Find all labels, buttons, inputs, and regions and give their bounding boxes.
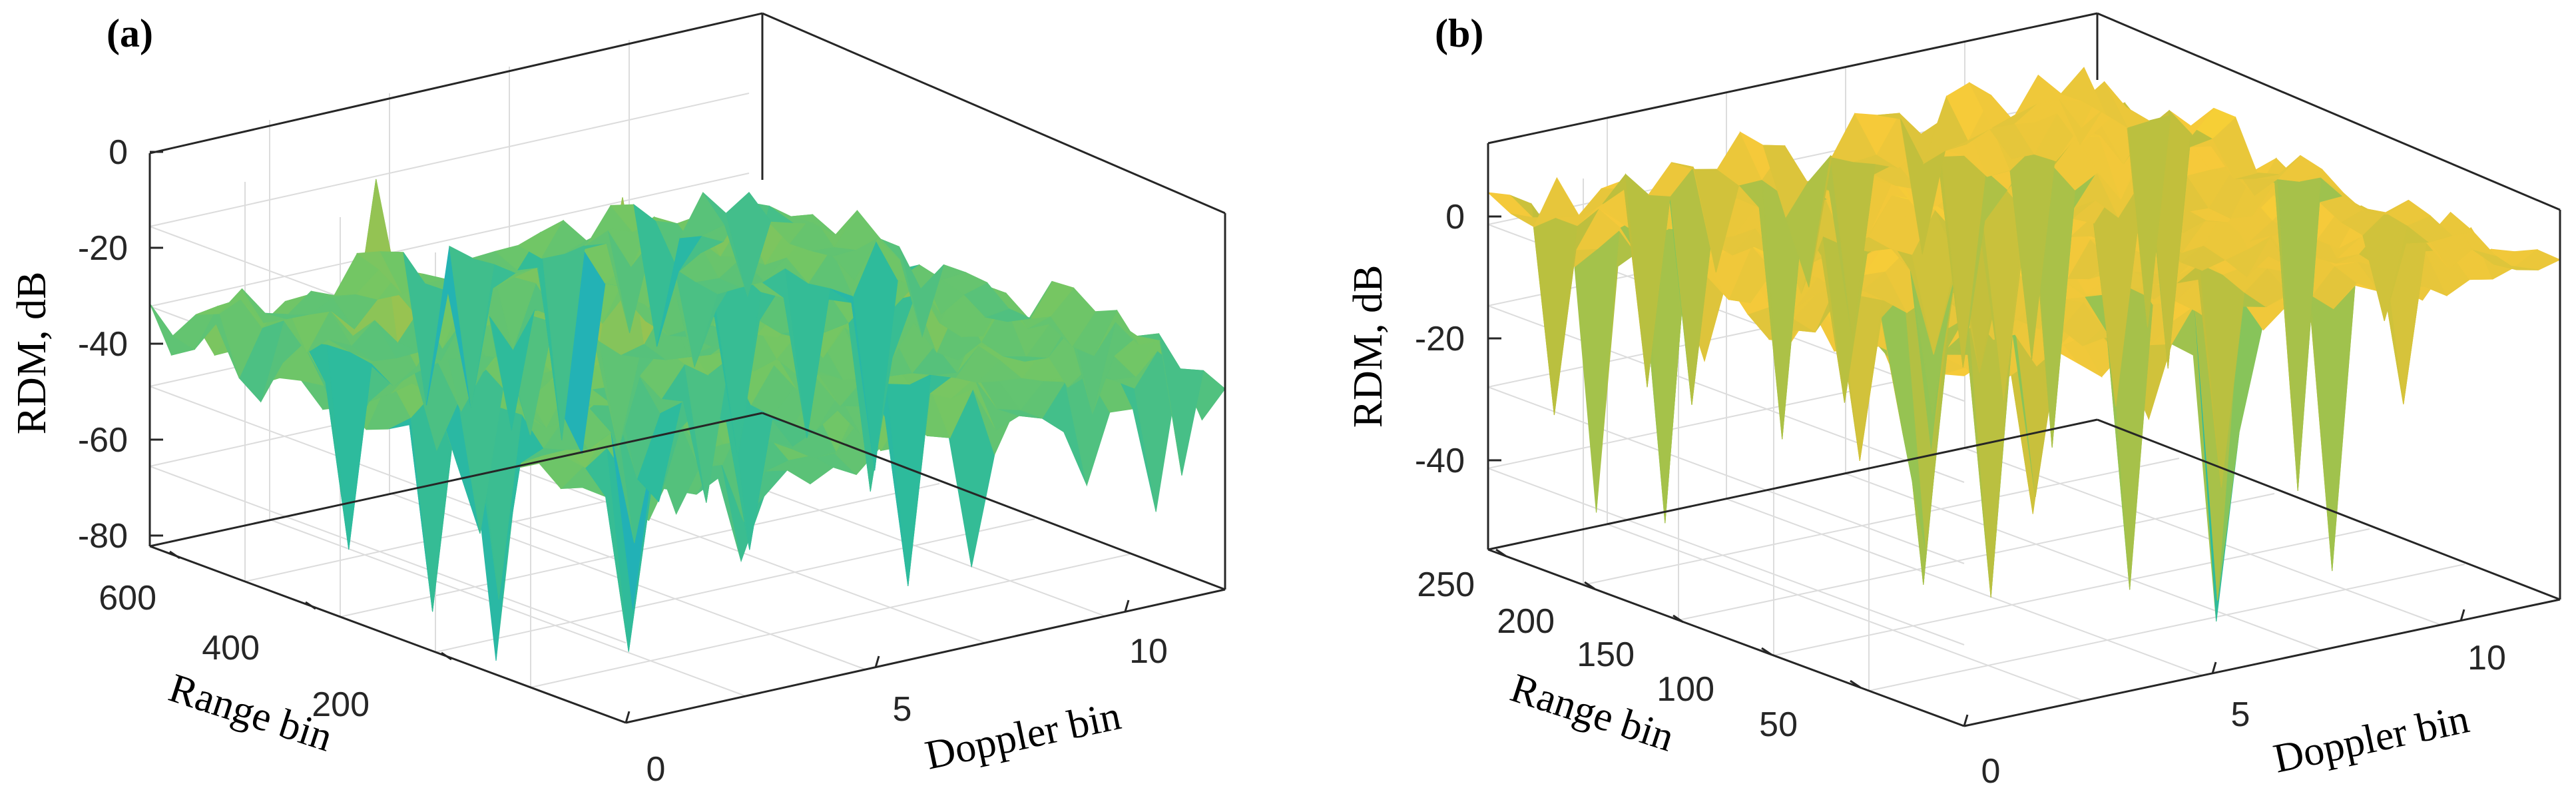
panel-b-label: (b): [1435, 11, 1483, 55]
panel-b-doppler-tick-label: 10: [2467, 639, 2506, 677]
grid-line: [530, 554, 1131, 688]
panel-a-z-tick-label: -20: [78, 229, 128, 268]
panel-b-frame: [1487, 12, 2561, 727]
panel-b-range-ticks: 250 200 150 100 50: [1417, 548, 1861, 744]
panel-a-label: (a): [107, 11, 153, 55]
grid-line: [1487, 305, 1965, 483]
panel-a-range-tick-label: 200: [312, 685, 370, 724]
surface-facet: [1532, 216, 1578, 416]
panel-a-doppler-tick-label: 0: [646, 750, 666, 789]
surface-facet: [2310, 284, 2356, 572]
panel-a-z-axis-label: RDM, dB: [9, 272, 55, 435]
panel-a-doppler-ticks: 0 5 10: [625, 599, 1168, 789]
panel-b-surface-plot: (b) 0 -20 -40 RDM, dB: [1346, 11, 2561, 791]
grid-line: [1583, 458, 2180, 586]
panel-b-range-tick-label: 100: [1657, 670, 1714, 709]
panel-b-doppler-axis-label: Doppler bin: [2270, 696, 2473, 781]
grid-line: [149, 93, 750, 227]
panel-a-z-tick-label: -80: [78, 517, 128, 556]
panel-b-range-axis-label: Range bin: [1505, 665, 1680, 761]
panel-b-range-tick-label: 250: [1417, 566, 1475, 604]
panel-b-z-axis-label: RDM, dB: [1346, 265, 1391, 428]
surface-facet: [326, 344, 373, 550]
grid-line: [149, 386, 627, 564]
panel-b-z-tick-label: -40: [1415, 442, 1465, 480]
panel-b-range-tick-label: 50: [1759, 705, 1798, 744]
grid-line: [1726, 498, 2203, 676]
panel-a-range-ticks: 600 400 200: [99, 550, 452, 724]
panel-a-surface: [149, 179, 1226, 661]
grid-line: [1868, 564, 2465, 691]
panel-a-doppler-tick-label: 10: [1129, 632, 1168, 671]
panel-b-doppler-tick-label: 0: [1981, 752, 2001, 791]
panel-b-z-tick-label: -20: [1415, 320, 1465, 358]
panel-b-z-ticks: 0 -20 -40: [1415, 198, 1501, 480]
grid-line: [149, 173, 750, 307]
grid-line: [1487, 386, 1965, 564]
grid-line: [1607, 524, 2084, 701]
panel-a-range-axis-label: Range bin: [164, 665, 338, 761]
panel-b-range-tick-label: 150: [1577, 635, 1635, 674]
panel-a-surface-plot: (a) 0 -20 -40 -60 -80: [9, 11, 1226, 789]
panel-a-z-tick-label: -60: [78, 421, 128, 460]
panel-b-z-tick-label: 0: [1445, 198, 1465, 236]
grid-line: [435, 518, 1035, 653]
surface-facet: [2060, 67, 2107, 115]
panel-b-doppler-tick-label: 5: [2231, 695, 2250, 734]
panel-b-surface: [1487, 67, 2561, 622]
grid-line: [509, 466, 986, 643]
grid-line: [1678, 493, 2275, 621]
panel-a-range-tick-label: 600: [99, 579, 156, 617]
grid-line: [149, 466, 627, 643]
panel-a-range-tick-label: 400: [202, 629, 260, 667]
panel-a-z-tick-label: 0: [109, 133, 128, 172]
panel-a-doppler-tick-label: 5: [893, 690, 912, 729]
grid-line: [1964, 448, 2442, 625]
grid-line: [1773, 528, 2370, 656]
grid-line: [1487, 468, 1965, 645]
panel-b-doppler-ticks: 0 5 10: [1963, 609, 2506, 791]
surface-facet: [886, 370, 932, 586]
panel-a-z-tick-label: -40: [78, 325, 128, 364]
surface-facet: [1574, 229, 1620, 513]
panel-b-range-tick-label: 200: [1497, 602, 1555, 641]
panel-a-frame: [148, 12, 1226, 724]
panel-a-z-ticks: 0 -20 -40 -60 -80: [78, 133, 163, 556]
surface-facet: [725, 192, 772, 298]
panel-a-doppler-axis-label: Doppler bin: [921, 693, 1125, 778]
